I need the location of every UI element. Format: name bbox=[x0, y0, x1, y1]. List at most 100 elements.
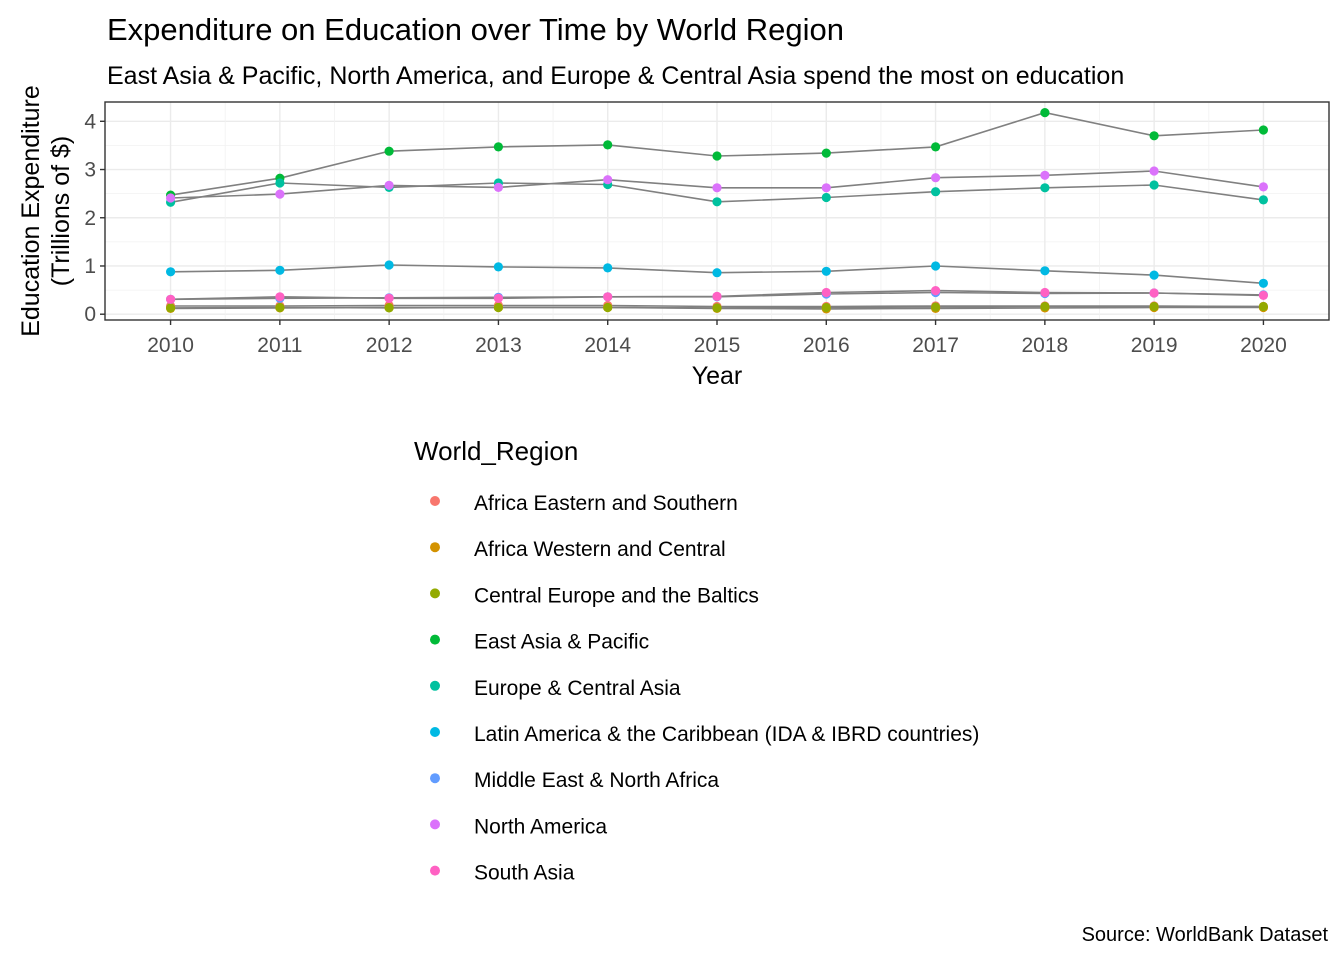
data-point-3 bbox=[384, 146, 394, 156]
data-point-3 bbox=[1149, 131, 1159, 141]
data-point-4 bbox=[1149, 180, 1159, 190]
data-point-8 bbox=[384, 293, 394, 303]
legend-item: South Asia bbox=[430, 862, 575, 885]
x-tick-label: 2013 bbox=[475, 334, 522, 357]
data-point-8 bbox=[493, 293, 503, 303]
data-point-5 bbox=[384, 260, 394, 270]
y-tick-label: 0 bbox=[84, 303, 96, 326]
x-tick-label: 2010 bbox=[147, 334, 194, 357]
data-point-3 bbox=[1040, 108, 1050, 118]
legend-item: East Asia & Pacific bbox=[430, 631, 649, 654]
data-point-7 bbox=[1040, 170, 1050, 180]
x-tick-label: 2012 bbox=[366, 334, 413, 357]
data-point-7 bbox=[603, 175, 613, 185]
data-point-5 bbox=[712, 268, 722, 278]
legend-key bbox=[430, 496, 440, 506]
legend-item: Latin America & the Caribbean (IDA & IBR… bbox=[430, 723, 979, 746]
legend-label: South Asia bbox=[474, 862, 575, 885]
legend-item: Europe & Central Asia bbox=[430, 677, 681, 700]
data-point-7 bbox=[1149, 166, 1159, 176]
data-point-3 bbox=[712, 151, 722, 161]
y-axis-title: Education Expenditure (Trillions of $) bbox=[17, 85, 75, 337]
data-point-4 bbox=[821, 192, 831, 203]
data-point-4 bbox=[1040, 183, 1050, 193]
data-point-3 bbox=[603, 140, 613, 150]
data-point-8 bbox=[712, 291, 722, 301]
x-axis-title: Year bbox=[692, 362, 743, 390]
data-point-5 bbox=[1040, 266, 1050, 276]
data-point-7 bbox=[275, 189, 285, 199]
data-point-2 bbox=[712, 303, 722, 313]
data-point-7 bbox=[931, 173, 941, 183]
data-point-8 bbox=[1149, 288, 1159, 298]
data-point-2 bbox=[493, 302, 503, 313]
data-point-4 bbox=[712, 197, 722, 207]
x-tick-label: 2020 bbox=[1240, 334, 1287, 357]
y-axis-title-line-1: Education Expenditure bbox=[17, 85, 45, 337]
data-point-2 bbox=[821, 302, 831, 313]
legend-item: Middle East & North Africa bbox=[430, 769, 719, 792]
x-tick-label: 2014 bbox=[584, 334, 631, 357]
legend-key bbox=[430, 819, 440, 830]
x-tick-label: 2018 bbox=[1021, 334, 1068, 357]
x-tick-label: 2019 bbox=[1131, 334, 1178, 357]
legend-item: Central Europe and the Baltics bbox=[430, 584, 759, 607]
data-point-2 bbox=[1258, 301, 1268, 312]
y-tick-label: 1 bbox=[84, 255, 96, 278]
series-points bbox=[166, 108, 1268, 314]
legend-label: Europe & Central Asia bbox=[474, 677, 681, 700]
data-point-3 bbox=[493, 142, 503, 152]
legend-key bbox=[430, 588, 440, 599]
data-point-4 bbox=[275, 178, 285, 188]
legend-label: Latin America & the Caribbean (IDA & IBR… bbox=[474, 723, 979, 746]
legend-item: Africa Western and Central bbox=[430, 538, 726, 561]
legend: World_Region Africa Eastern and Southern… bbox=[414, 436, 979, 885]
data-point-5 bbox=[166, 267, 176, 277]
y-axis-title-line-2: (Trillions of $) bbox=[47, 136, 75, 287]
data-point-5 bbox=[931, 261, 941, 271]
data-point-2 bbox=[603, 302, 613, 313]
y-tick-label: 4 bbox=[84, 110, 96, 133]
legend-key bbox=[430, 727, 440, 737]
legend-key bbox=[430, 542, 440, 553]
data-point-4 bbox=[1258, 195, 1268, 205]
legend-key bbox=[430, 773, 440, 784]
legend-item: North America bbox=[430, 815, 607, 838]
data-point-2 bbox=[384, 303, 394, 313]
legend-key bbox=[430, 680, 440, 691]
legend-label: Africa Western and Central bbox=[474, 538, 726, 561]
data-point-7 bbox=[384, 180, 394, 190]
data-point-3 bbox=[1258, 125, 1268, 135]
data-point-8 bbox=[603, 292, 613, 302]
data-point-8 bbox=[821, 287, 831, 298]
data-point-2 bbox=[1040, 301, 1050, 312]
data-point-2 bbox=[166, 303, 176, 313]
data-point-3 bbox=[931, 142, 941, 152]
data-point-5 bbox=[821, 266, 831, 276]
y-tick-label: 2 bbox=[84, 207, 96, 230]
chart-title: Expenditure on Education over Time by Wo… bbox=[107, 12, 844, 47]
data-point-7 bbox=[821, 183, 831, 193]
x-tick-label: 2011 bbox=[257, 334, 302, 357]
data-point-8 bbox=[1040, 287, 1050, 298]
chart-subtitle: East Asia & Pacific, North America, and … bbox=[107, 62, 1124, 90]
data-point-5 bbox=[275, 265, 285, 275]
data-point-7 bbox=[712, 183, 722, 193]
x-axis: 2010 2011 2012 2013 2014 2015 2016 2017 2018 2019… bbox=[147, 320, 1287, 357]
grid bbox=[105, 102, 1329, 320]
data-point-7 bbox=[166, 193, 176, 203]
data-point-7 bbox=[493, 182, 503, 192]
legend-item: Africa Eastern and Southern bbox=[430, 492, 738, 515]
y-axis: 0 1 2 3 4 bbox=[84, 110, 105, 326]
data-point-2 bbox=[275, 302, 285, 313]
legend-label: North America bbox=[474, 815, 607, 838]
legend-key bbox=[430, 865, 440, 876]
data-point-3 bbox=[821, 148, 831, 158]
data-point-8 bbox=[931, 286, 941, 296]
legend-label: Central Europe and the Baltics bbox=[474, 584, 759, 607]
x-tick-label: 2017 bbox=[912, 334, 959, 357]
caption: Source: WorldBank Dataset bbox=[1082, 924, 1329, 946]
data-point-8 bbox=[1258, 290, 1268, 300]
data-point-5 bbox=[1149, 270, 1159, 280]
data-point-5 bbox=[603, 263, 613, 273]
